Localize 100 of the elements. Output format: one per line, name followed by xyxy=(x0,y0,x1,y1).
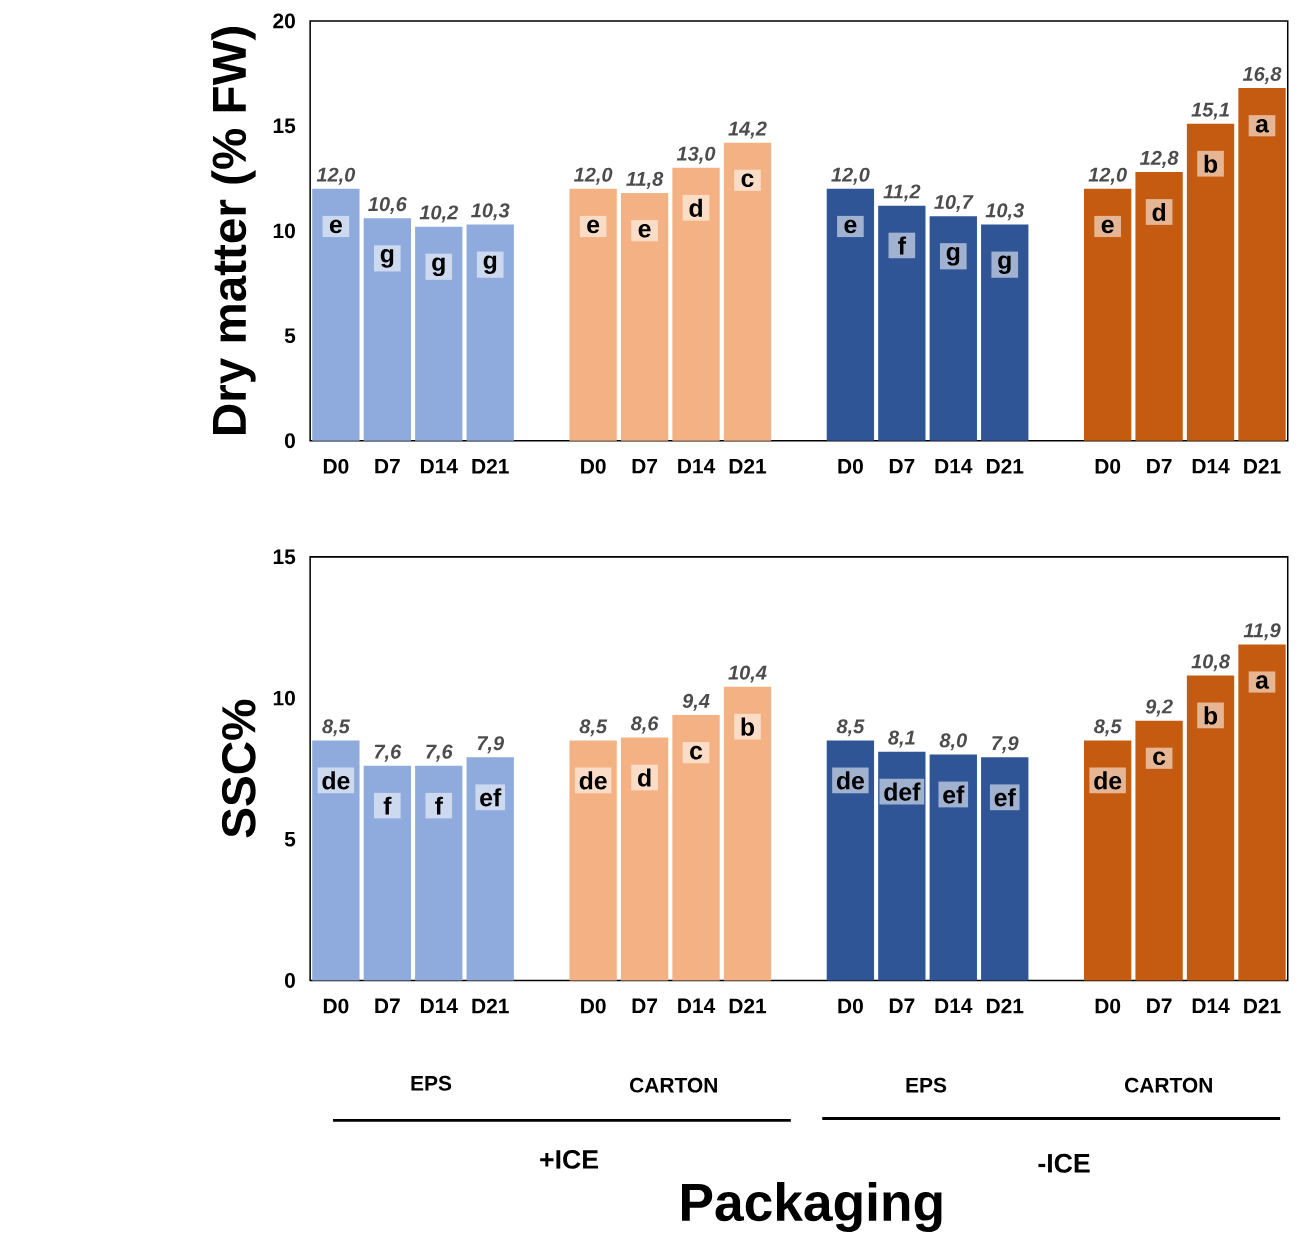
bar xyxy=(1238,644,1286,981)
x-tick-label: D14 xyxy=(935,458,973,474)
y-tick-label: 10 xyxy=(273,223,295,239)
x-tick-label: D21 xyxy=(986,458,1024,474)
annotation: de xyxy=(1094,771,1122,790)
bar xyxy=(672,167,720,441)
bar xyxy=(1083,740,1132,981)
data-label: 10,6 xyxy=(368,196,407,214)
annotation: f xyxy=(898,236,907,255)
bar xyxy=(1238,87,1286,441)
x-tick-label: D0 xyxy=(838,458,863,474)
annotation: a xyxy=(1255,675,1270,689)
x-tick-label: D14 xyxy=(420,998,458,1013)
bar xyxy=(312,740,360,981)
annotation: e xyxy=(329,219,342,234)
bar xyxy=(1135,171,1183,441)
data-label: 12,0 xyxy=(316,167,356,185)
x-tick-label: D7 xyxy=(632,998,658,1013)
bar xyxy=(929,215,977,441)
annotation: g xyxy=(998,255,1011,274)
bar xyxy=(1186,675,1235,981)
bar xyxy=(363,218,411,441)
y-tick-label: 15 xyxy=(273,118,296,134)
x-tick-label: D0 xyxy=(581,998,606,1014)
bar xyxy=(569,188,617,441)
bar xyxy=(620,737,669,981)
data-label: 8,5 xyxy=(579,719,608,737)
data-label: 10,4 xyxy=(728,665,767,683)
annotation: e xyxy=(844,219,857,234)
annotation: c xyxy=(741,173,754,187)
x-tick-label: D0 xyxy=(1095,998,1121,1014)
annotation: e xyxy=(587,219,600,234)
data-label: 11,2 xyxy=(883,184,921,202)
x-tick-label: D21 xyxy=(472,458,509,474)
data-label: 11,8 xyxy=(626,171,664,189)
text: CARTON xyxy=(1125,1077,1212,1093)
annotation: c xyxy=(690,745,703,760)
data-label: 9,4 xyxy=(682,693,710,711)
bar xyxy=(672,714,720,981)
bar xyxy=(929,754,977,981)
x-tick-label: D14 xyxy=(1192,998,1230,1013)
text: Packaging xyxy=(682,1181,942,1232)
x-tick-label: D7 xyxy=(889,458,915,474)
data-label: 8,5 xyxy=(322,719,350,737)
bar xyxy=(878,751,926,981)
annotation: g xyxy=(946,246,960,266)
x-tick-label: D14 xyxy=(420,458,458,474)
annotation: g xyxy=(483,255,497,274)
bar xyxy=(415,765,463,981)
annotation: ef xyxy=(994,788,1016,807)
bar xyxy=(1135,720,1183,981)
x-tick-label: D14 xyxy=(678,998,716,1013)
text: EPS xyxy=(411,1075,452,1091)
annotation: b xyxy=(1204,154,1218,173)
data-label: 12,0 xyxy=(574,167,613,185)
data-label: 12,0 xyxy=(831,167,870,185)
bar xyxy=(981,757,1029,981)
annotation: f xyxy=(383,796,392,815)
annotation: def xyxy=(884,782,921,801)
y-tick-label: 10 xyxy=(273,690,295,706)
data-label: 7,9 xyxy=(477,735,505,754)
data-label: 13,0 xyxy=(676,146,716,164)
data-label: 11,9 xyxy=(1243,623,1281,641)
y-tick-label: 5 xyxy=(284,831,296,847)
data-label: 8,6 xyxy=(630,716,659,734)
data-label: 10,2 xyxy=(419,205,458,223)
bar xyxy=(466,224,514,441)
data-label: 15,1 xyxy=(1191,102,1229,120)
bar xyxy=(826,188,875,441)
bar xyxy=(826,740,875,981)
data-label: 10,8 xyxy=(1191,654,1230,672)
data-label: 9,2 xyxy=(1145,699,1173,717)
x-tick-label: D0 xyxy=(323,458,349,474)
annotation: g xyxy=(380,248,394,268)
bar xyxy=(569,740,617,981)
data-label: 7,6 xyxy=(426,744,453,762)
x-tick-label: D0 xyxy=(323,998,349,1014)
y-tick-label: 0 xyxy=(284,433,295,448)
y-axis-title: Dry matter (% FW) xyxy=(211,26,256,434)
bar xyxy=(363,765,411,981)
annotation: ef xyxy=(943,785,965,804)
x-tick-label: D0 xyxy=(581,458,606,474)
annotation: d xyxy=(638,768,651,787)
bar xyxy=(312,188,360,441)
annotation: b xyxy=(1204,706,1218,725)
x-tick-label: D21 xyxy=(729,458,767,474)
x-tick-label: D7 xyxy=(632,458,658,474)
annotation: f xyxy=(435,796,443,815)
x-tick-label: D14 xyxy=(1192,458,1230,474)
data-label: 8,0 xyxy=(939,733,967,751)
x-tick-label: D7 xyxy=(375,998,400,1013)
x-tick-label: D14 xyxy=(935,998,973,1013)
annotation: g xyxy=(432,257,445,276)
data-label: 10,7 xyxy=(934,194,974,212)
bar xyxy=(981,224,1029,441)
annotation: e xyxy=(638,223,651,238)
data-label: 8,1 xyxy=(888,730,915,748)
x-tick-label: D21 xyxy=(1244,998,1281,1014)
bar xyxy=(620,192,669,441)
data-label: 7,9 xyxy=(992,735,1019,754)
